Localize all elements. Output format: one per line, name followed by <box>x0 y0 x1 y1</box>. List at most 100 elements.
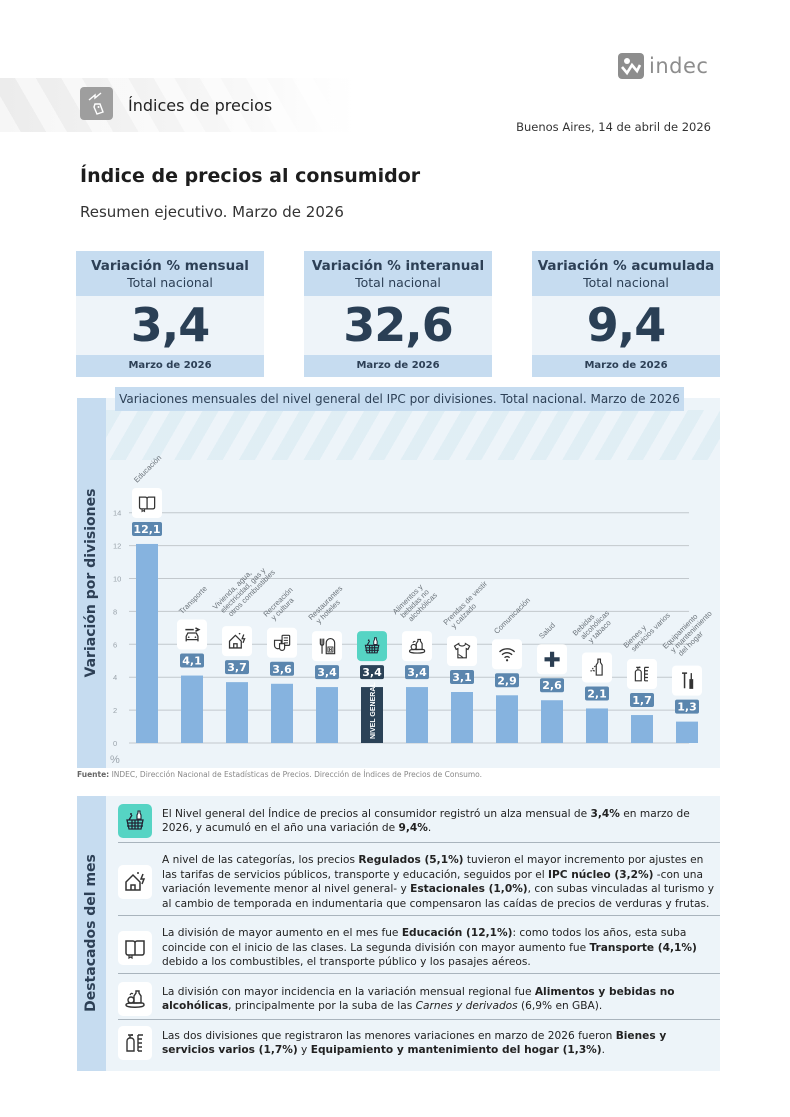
value-label: 12,1 <box>133 523 160 536</box>
kpi-label: Variación % mensual <box>91 258 249 274</box>
category-label: Bebidasalcohólicasy tabaco <box>571 603 617 649</box>
bar <box>451 692 473 743</box>
car-wrench-icon <box>185 627 201 642</box>
value-label: 3,6 <box>272 663 292 676</box>
food-bottle-icon <box>408 638 426 654</box>
value-label-box <box>132 521 162 536</box>
y-tick-label: 4 <box>113 673 117 682</box>
y-tick-label: 2 <box>113 706 117 715</box>
bar <box>586 708 608 743</box>
chart-side-band <box>77 398 106 768</box>
page-subtitle: Resumen ejecutivo. Marzo de 2026 <box>80 203 344 221</box>
kpi-period: Marzo de 2026 <box>304 355 492 377</box>
bottle-icon <box>590 658 603 676</box>
y-tick-label: 0 <box>113 739 117 748</box>
shirt-icon <box>453 642 471 659</box>
kpi-card-acumulada: Variación % acumulada Total nacional 9,4 … <box>532 251 720 377</box>
kpi-label: Variación % interanual <box>311 258 485 274</box>
value-label-box <box>540 678 564 693</box>
basket-icon <box>364 637 380 654</box>
source-text: INDEC, Dirección Nacional de Estadística… <box>109 770 483 779</box>
value-label: 3,4 <box>407 666 427 679</box>
bar <box>181 675 203 743</box>
highlight-divider <box>118 1019 720 1020</box>
y-tick-label: 10 <box>113 575 121 584</box>
highlight-divider <box>118 915 720 916</box>
book-icon <box>138 496 156 513</box>
bar-group: 3,6 Recreacióny cultura <box>261 585 297 743</box>
category-label: Restaurantesy hoteles <box>306 584 350 628</box>
kpi-label: Variación % acumulada <box>537 258 715 274</box>
kpi-value: 3,4 <box>130 298 211 352</box>
kpi-sublabel: Total nacional <box>583 275 669 290</box>
bar <box>496 695 518 743</box>
bar-group: NIVEL GENERAL 3,4 <box>357 631 387 743</box>
bar <box>361 687 383 743</box>
chart-title: Variaciones mensuales del nivel general … <box>115 387 684 411</box>
value-label-box <box>450 670 474 685</box>
house-bolt-icon <box>228 632 246 649</box>
source-label: Fuente: <box>77 770 110 779</box>
fork-hotel-icon <box>319 638 336 655</box>
category-label: Prendas de vestiry calzado <box>441 579 495 633</box>
highlight-item: La división con mayor incidencia en la v… <box>118 982 718 1016</box>
category-label-line: Educación <box>132 453 163 484</box>
section-title: Índices de precios <box>128 96 273 115</box>
value-label: 2,1 <box>587 687 607 700</box>
value-label: 2,6 <box>542 679 562 692</box>
icon-box <box>627 659 657 690</box>
header-banner <box>0 78 355 132</box>
food-bottle-icon <box>118 982 152 1016</box>
value-label: 3,1 <box>452 671 472 684</box>
value-label-box <box>270 661 294 676</box>
kpi-sublabel: Total nacional <box>127 275 213 290</box>
highlights-side-band <box>77 796 106 1071</box>
wifi-icon <box>499 648 516 662</box>
publication-date: Buenos Aires, 14 de abril de 2026 <box>516 120 711 134</box>
bar <box>226 682 248 743</box>
icon-box <box>672 665 702 696</box>
icon-box <box>447 636 477 667</box>
kpi-sublabel: Total nacional <box>355 275 441 290</box>
highlight-text: La división de mayor aumento en el mes f… <box>162 927 697 969</box>
bar-group: 1,3 Equipamientoy mantenimientodel hogar <box>661 609 714 743</box>
y-tick-label: 8 <box>113 607 117 616</box>
page-title: Índice de precios al consumidor <box>80 165 421 187</box>
icon-box <box>492 639 522 670</box>
bar <box>316 687 338 743</box>
value-label-box <box>675 699 699 714</box>
bar <box>676 721 698 743</box>
category-label: Comunicación <box>492 596 532 636</box>
highlights-panel <box>77 796 720 1071</box>
bar <box>136 543 158 743</box>
category-label: Salud <box>537 621 557 641</box>
bar <box>406 687 428 743</box>
value-label: 1,7 <box>632 694 652 707</box>
bar-group: 2,1 Bebidasalcohólicasy tabaco <box>571 603 617 743</box>
kpi-period: Marzo de 2026 <box>532 355 720 377</box>
bar-group: 12,1 Educación <box>132 453 163 743</box>
bar-group: 2,6 Salud <box>537 621 567 743</box>
value-label: 4,1 <box>182 655 202 668</box>
bar-group: 3,4 Restaurantesy hoteles <box>306 584 350 743</box>
book-icon <box>118 931 152 965</box>
category-label-line: Comunicación <box>492 596 532 636</box>
value-label: 1,3 <box>677 701 697 714</box>
highlight-text: A nivel de las categorías, los precios R… <box>162 854 715 910</box>
icon-box <box>222 626 252 657</box>
bar-group: 3,4 Alimentos ybebidas noalcohólicas <box>391 579 439 743</box>
highlight-text: Las dos divisiones que registraron las m… <box>162 1029 667 1057</box>
category-label: Alimentos ybebidas noalcohólicas <box>391 579 439 627</box>
bar-group: 2,9 Comunicación <box>492 596 532 743</box>
spray-comb-icon <box>634 666 649 682</box>
price-tag-icon <box>80 87 113 120</box>
value-label-box <box>360 665 384 680</box>
value-label-box <box>180 653 204 668</box>
chart-pattern <box>106 410 720 460</box>
highlight-divider <box>118 973 720 974</box>
theater-masks-icon <box>273 634 291 651</box>
value-label-box <box>405 665 429 680</box>
value-label: 3,4 <box>317 666 337 679</box>
